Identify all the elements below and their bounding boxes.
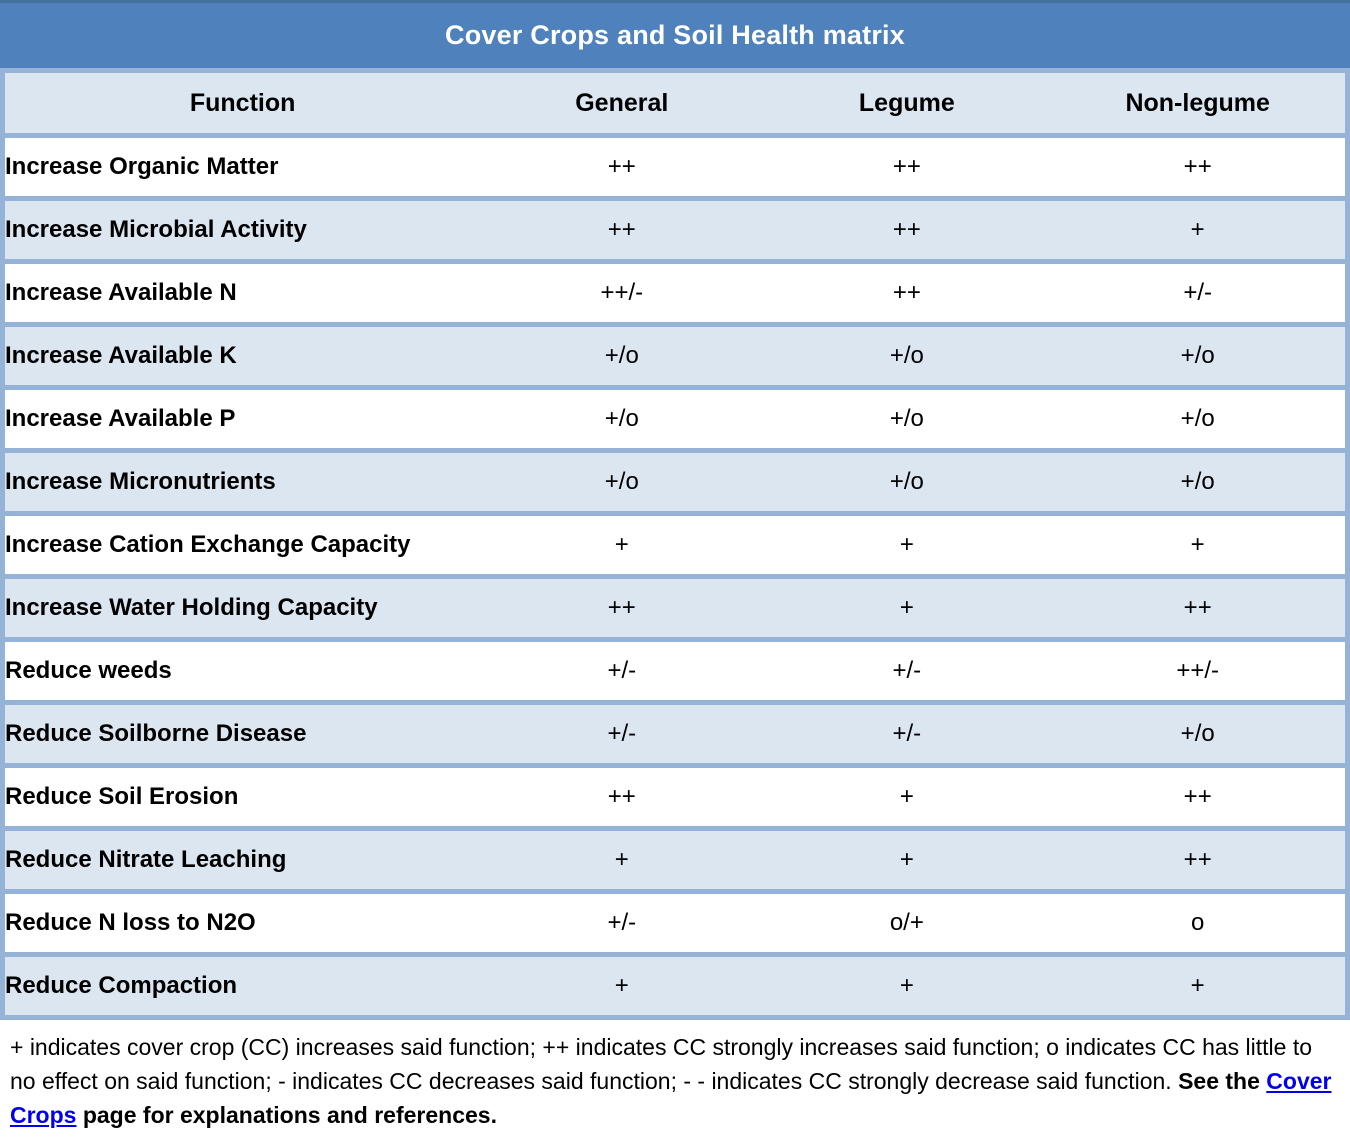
function-label: Reduce Nitrate Leaching: [2, 826, 481, 892]
table-row: Increase Available K +/o +/o +/o: [2, 322, 1348, 388]
general-value: +/o: [480, 385, 764, 451]
non-legume-value: +/-: [1050, 259, 1348, 325]
function-label: Reduce Soil Erosion: [2, 763, 481, 829]
non-legume-value: ++: [1050, 133, 1348, 199]
non-legume-value: ++: [1050, 574, 1348, 640]
table-row: Increase Available N ++/- ++ +/-: [2, 259, 1348, 325]
table-row: Increase Micronutrients +/o +/o +/o: [2, 448, 1348, 514]
table-row: Increase Cation Exchange Capacity + + +: [2, 511, 1348, 577]
footnote-bold-suffix: page for explanations and references.: [76, 1102, 497, 1128]
non-legume-value: o: [1050, 889, 1348, 955]
general-value: ++: [480, 763, 764, 829]
legume-value: +/o: [763, 448, 1051, 514]
column-header-legume: Legume: [763, 68, 1051, 136]
general-value: ++: [480, 133, 764, 199]
general-value: +/o: [480, 448, 764, 514]
legume-value: +: [763, 826, 1051, 892]
general-value: +/o: [480, 322, 764, 388]
function-label: Reduce Compaction: [2, 952, 481, 1018]
general-value: ++: [480, 574, 764, 640]
table-row: Reduce N loss to N2O +/- o/+ o: [2, 889, 1348, 955]
legume-value: +: [763, 952, 1051, 1018]
table-row: Reduce Compaction + + +: [2, 952, 1348, 1018]
function-label: Increase Available P: [2, 385, 481, 451]
column-header-general: General: [480, 68, 764, 136]
legume-value: +/-: [763, 637, 1051, 703]
function-label: Increase Available K: [2, 322, 481, 388]
table-row: Reduce weeds +/- +/- ++/-: [2, 637, 1348, 703]
function-label: Increase Microbial Activity: [2, 196, 481, 262]
non-legume-value: +: [1050, 196, 1348, 262]
non-legume-value: ++: [1050, 826, 1348, 892]
cover-crops-link[interactable]: Cover Crops: [10, 1068, 1332, 1128]
function-label: Increase Available N: [2, 259, 481, 325]
general-value: +: [480, 826, 764, 892]
legume-value: +: [763, 763, 1051, 829]
function-label: Reduce weeds: [2, 637, 481, 703]
function-label: Increase Water Holding Capacity: [2, 574, 481, 640]
function-label: Reduce Soilborne Disease: [2, 700, 481, 766]
legume-value: ++: [763, 259, 1051, 325]
header-row: Function General Legume Non-legume: [2, 68, 1348, 136]
general-value: ++: [480, 196, 764, 262]
general-value: +/-: [480, 637, 764, 703]
legume-value: o/+: [763, 889, 1051, 955]
legume-value: +/o: [763, 385, 1051, 451]
non-legume-value: +/o: [1050, 322, 1348, 388]
table-row: Increase Microbial Activity ++ ++ +: [2, 196, 1348, 262]
footnote-legend-text: + indicates cover crop (CC) increases sa…: [10, 1034, 1313, 1094]
table-row: Increase Water Holding Capacity ++ + ++: [2, 574, 1348, 640]
column-header-non-legume: Non-legume: [1050, 68, 1348, 136]
cover-crops-matrix-table: Function General Legume Non-legume Incre…: [0, 68, 1350, 1020]
legume-value: +: [763, 511, 1051, 577]
function-label: Increase Cation Exchange Capacity: [2, 511, 481, 577]
footnote: + indicates cover crop (CC) increases sa…: [0, 1020, 1350, 1132]
legume-value: +: [763, 574, 1051, 640]
non-legume-value: +/o: [1050, 385, 1348, 451]
table-row: Reduce Soil Erosion ++ + ++: [2, 763, 1348, 829]
legume-value: ++: [763, 196, 1051, 262]
general-value: +: [480, 952, 764, 1018]
general-value: +: [480, 511, 764, 577]
legume-value: ++: [763, 133, 1051, 199]
table-title: Cover Crops and Soil Health matrix: [0, 0, 1350, 68]
general-value: +/-: [480, 889, 764, 955]
non-legume-value: ++/-: [1050, 637, 1348, 703]
non-legume-value: +/o: [1050, 448, 1348, 514]
function-label: Increase Micronutrients: [2, 448, 481, 514]
function-label: Increase Organic Matter: [2, 133, 481, 199]
table-row: Reduce Soilborne Disease +/- +/- +/o: [2, 700, 1348, 766]
table-row: Increase Available P +/o +/o +/o: [2, 385, 1348, 451]
legume-value: +/o: [763, 322, 1051, 388]
non-legume-value: +/o: [1050, 700, 1348, 766]
general-value: +/-: [480, 700, 764, 766]
non-legume-value: +: [1050, 952, 1348, 1018]
table-row: Increase Organic Matter ++ ++ ++: [2, 133, 1348, 199]
footnote-bold-prefix: See the: [1178, 1068, 1267, 1094]
non-legume-value: +: [1050, 511, 1348, 577]
non-legume-value: ++: [1050, 763, 1348, 829]
column-header-function: Function: [2, 68, 481, 136]
table-row: Reduce Nitrate Leaching + + ++: [2, 826, 1348, 892]
legume-value: +/-: [763, 700, 1051, 766]
footnote-bold-sentence: See the Cover Crops page for explanation…: [10, 1068, 1332, 1128]
general-value: ++/-: [480, 259, 764, 325]
function-label: Reduce N loss to N2O: [2, 889, 481, 955]
